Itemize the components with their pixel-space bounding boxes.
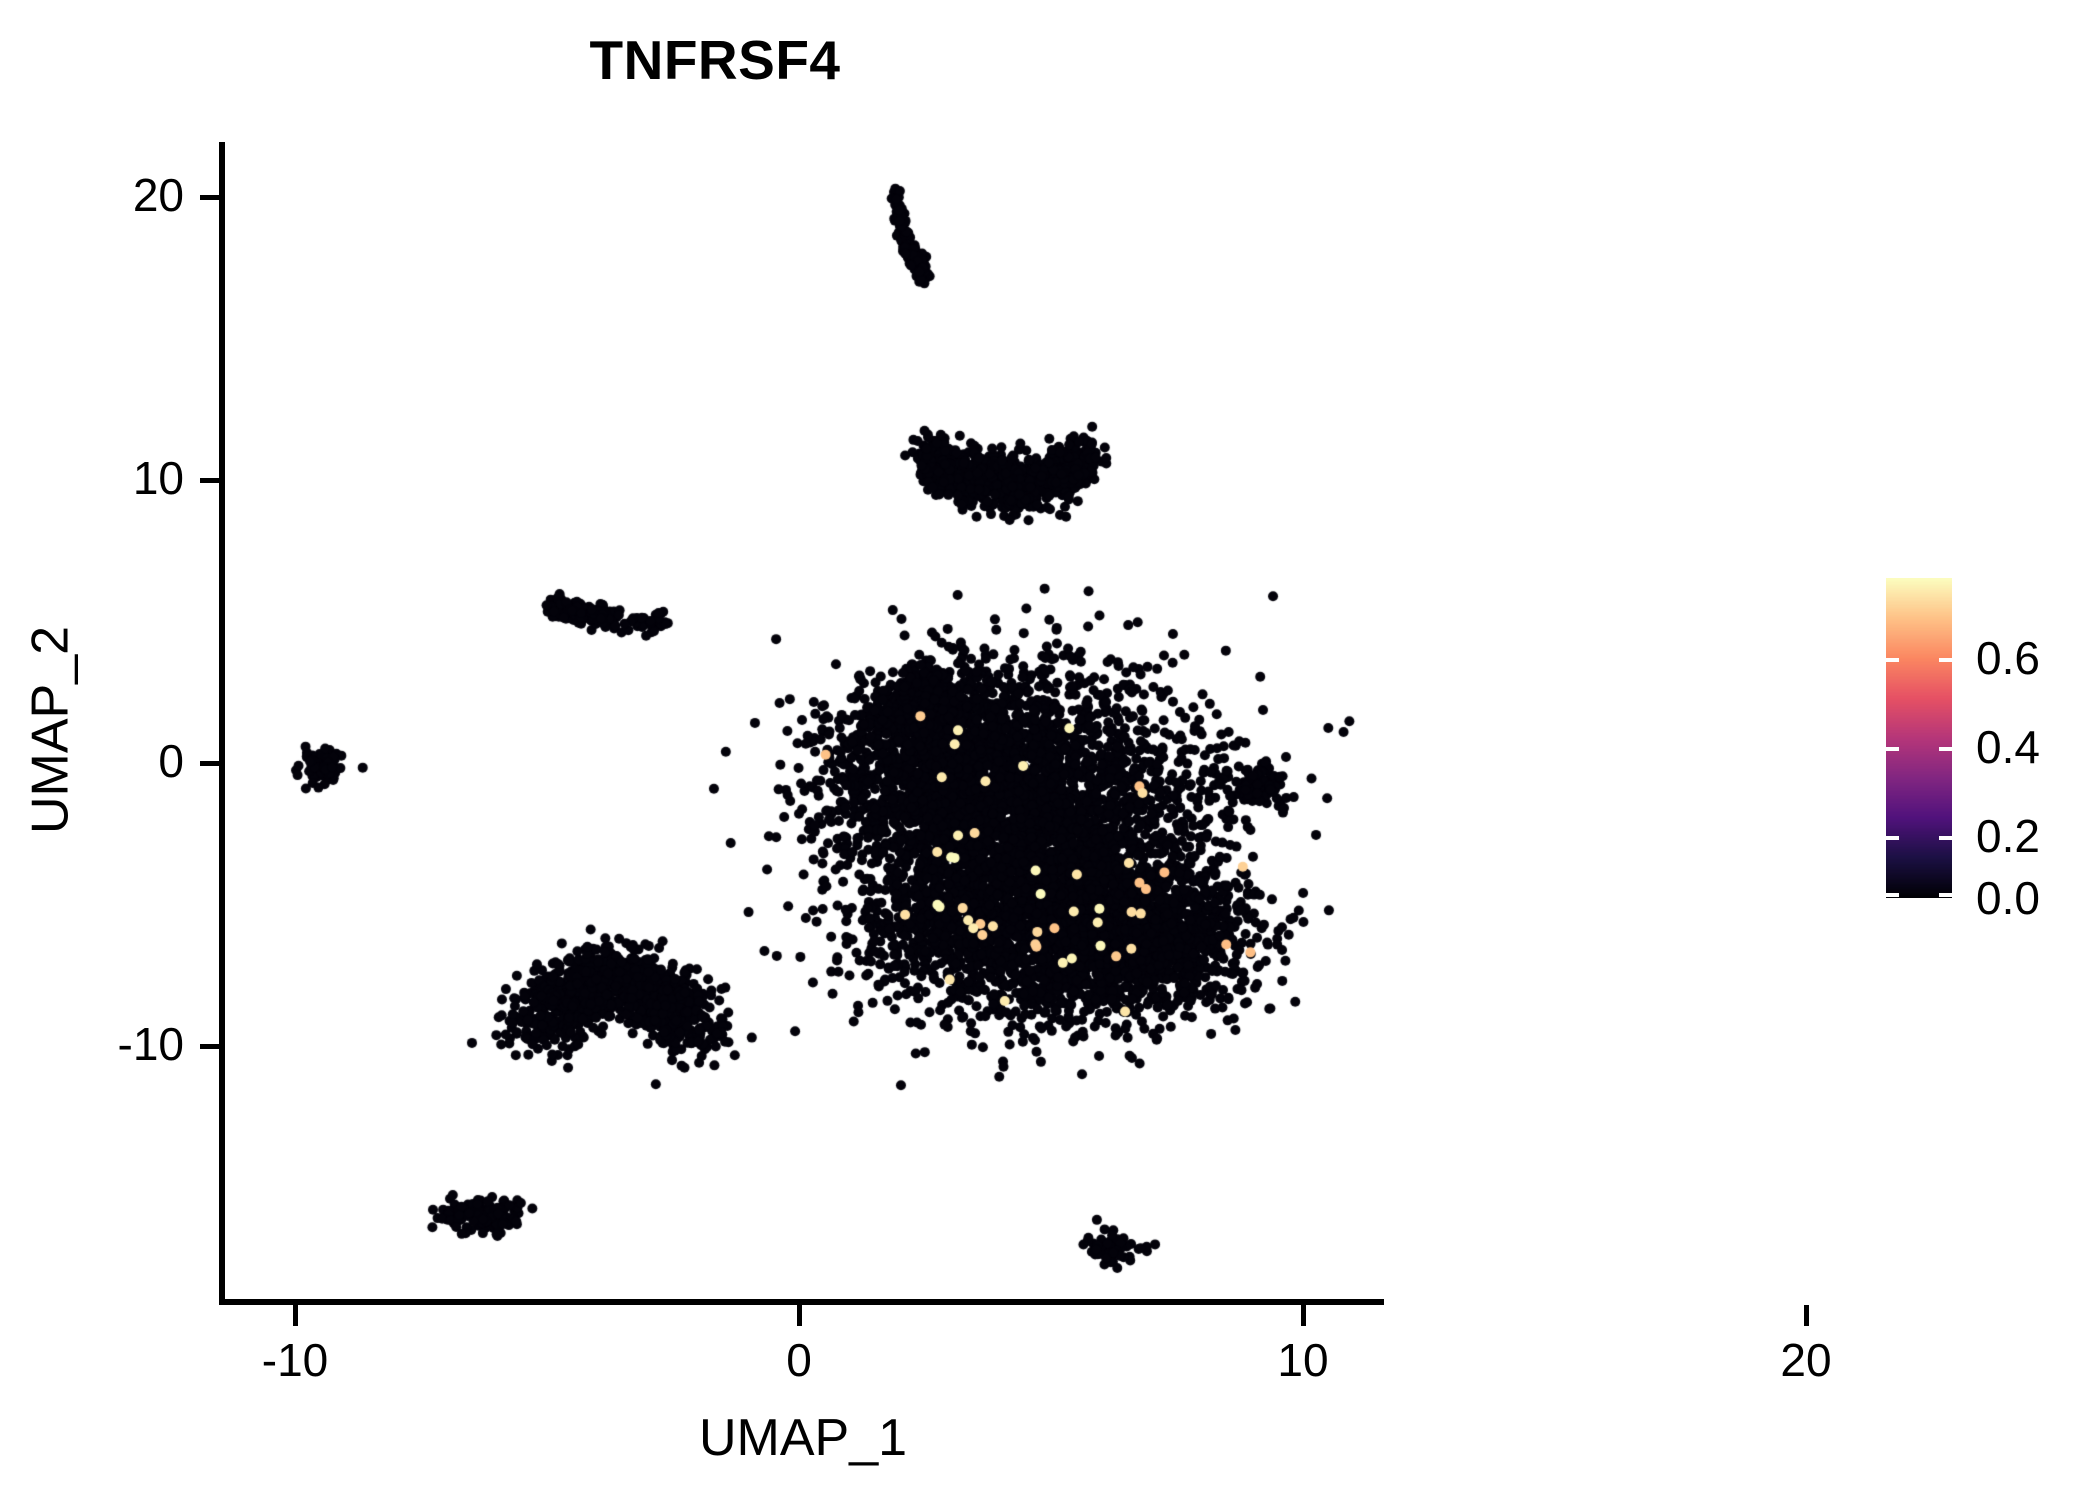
scatter-plot-canvas: [222, 142, 1384, 1303]
y-axis-title: UMAP_2: [21, 625, 80, 835]
page-title: TNFRSF4: [589, 29, 841, 91]
x-tick-0: [797, 1305, 802, 1326]
y-tick-0: [200, 761, 220, 766]
x-ticklabel-20: 20: [1780, 1334, 1832, 1386]
x-ticklabel-10: 10: [1277, 1334, 1329, 1386]
colorbar-tick-right-0.4: [1939, 747, 1952, 751]
x-tick-neg10: [293, 1305, 298, 1326]
y-axis-line: [219, 142, 225, 1305]
x-ticklabel-0: 0: [786, 1334, 812, 1386]
colorbar-label-0.6: 0.6: [1976, 632, 2040, 684]
x-ticklabel-neg10: -10: [261, 1334, 329, 1386]
x-tick-20: [1804, 1305, 1809, 1326]
colorbar-gradient: [1886, 578, 1952, 898]
colorbar-tick-left-0.2: [1886, 836, 1899, 840]
y-tick-10: [200, 478, 220, 483]
colorbar-tick-left-0.4: [1886, 747, 1899, 751]
x-axis-title: UMAP_1: [698, 1409, 908, 1467]
colorbar-label-0.4: 0.4: [1976, 721, 2040, 773]
colorbar-tick-right-0.0: [1939, 893, 1952, 897]
colorbar-tick-left-0.6: [1886, 658, 1899, 662]
x-axis-line: [219, 1299, 1384, 1305]
colorbar-label-0.0: 0.0: [1976, 872, 2040, 924]
colorbar-tick-right-0.2: [1939, 836, 1952, 840]
colorbar-label-0.2: 0.2: [1976, 810, 2040, 862]
colorbar-legend: 0.6 0.4 0.2 0.0: [1886, 578, 2040, 924]
y-ticklabel-20: 20: [132, 169, 184, 221]
x-tick-10: [1301, 1305, 1306, 1326]
y-tick-neg10: [200, 1044, 220, 1049]
y-tick-20: [200, 195, 220, 200]
colorbar-tick-right-0.6: [1939, 658, 1952, 662]
y-ticklabel-0: 0: [158, 735, 184, 787]
y-ticklabel-10: 10: [132, 452, 184, 504]
colorbar-tick-left-0.0: [1886, 893, 1899, 897]
y-ticklabel-neg10: -10: [117, 1018, 184, 1070]
